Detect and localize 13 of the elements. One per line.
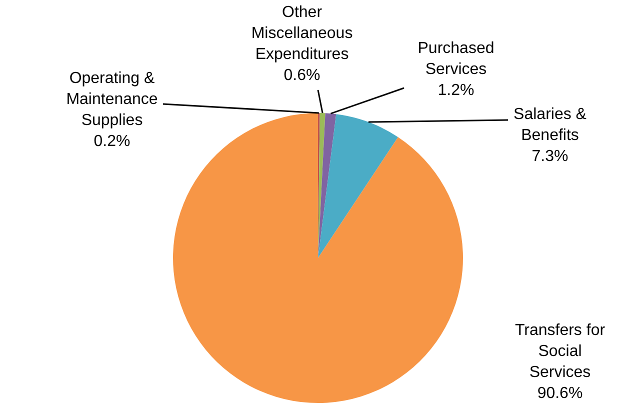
pie-slice	[318, 113, 336, 258]
data-label: 90.6%	[537, 385, 583, 402]
data-label: 0.6%	[284, 67, 320, 84]
slice-label: Salaries & Benefits	[514, 106, 587, 144]
slice-label: Operating & Maintenance Supplies	[66, 70, 158, 129]
slice-label: Other Miscellaneous Expenditures	[251, 4, 353, 63]
data-label: 1.2%	[438, 82, 474, 99]
data-label: 0.2%	[94, 133, 130, 150]
slice-label: Transfers for Social Services	[514, 322, 606, 381]
pie-slice	[318, 114, 398, 258]
pie-slice	[173, 113, 463, 403]
data-label: 7.3%	[532, 148, 568, 165]
slice-label: Purchased Services	[418, 40, 494, 78]
